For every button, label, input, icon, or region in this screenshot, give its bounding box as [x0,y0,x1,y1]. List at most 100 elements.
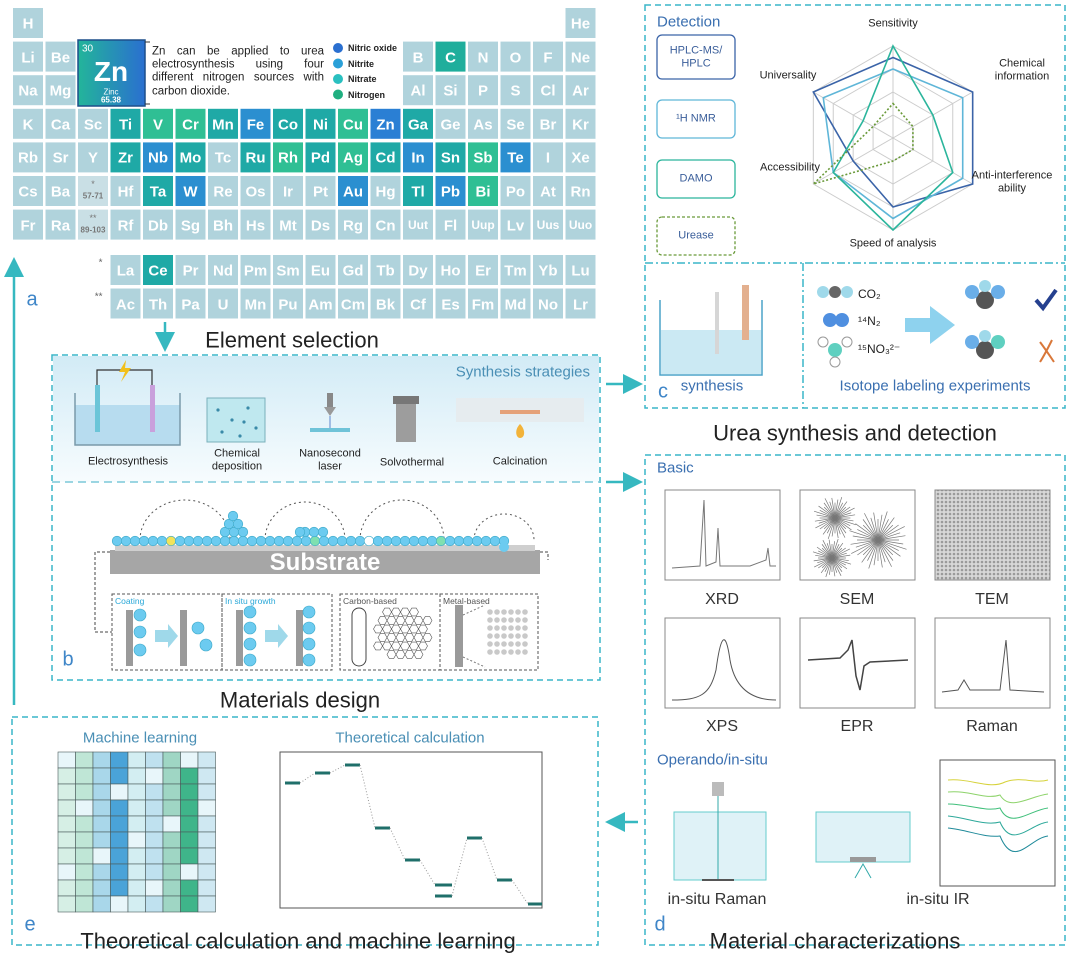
element-cell [175,108,206,139]
heat-cell [127,767,146,785]
heat-cell [180,751,199,769]
heat-cell [197,831,216,849]
element-symbol: Cf [410,295,426,313]
element-symbol: Ta [149,183,167,201]
element-cell [240,288,271,319]
sem-spike [831,557,838,573]
hexagon [413,633,424,642]
sem-spike [873,512,879,541]
sem-spike [877,539,883,568]
sem-spike [831,547,846,559]
particle [192,535,204,547]
sem-spike [862,519,879,541]
element-symbol: Na [18,82,38,100]
sem-spike [825,557,833,578]
heat-cell [180,863,199,881]
element-symbol: He [570,15,591,33]
sem-spike [831,557,849,562]
element-symbol: Cr [182,116,199,134]
catalyst-layer [110,550,540,574]
sub-panel-art [296,610,303,666]
element-symbol: Sr [52,149,69,167]
characterization-box [947,791,1049,804]
element-symbol: Ca [50,116,71,134]
element-symbol: Be [50,48,71,66]
heat-cell [92,831,111,849]
heat-cell [180,767,199,785]
element-symbol: La [116,262,135,280]
sem-spike [834,517,841,535]
sub-panel-label: Carbon-based [343,596,397,607]
particle [227,510,239,522]
element-cell [45,41,76,72]
heat-cell [75,863,94,881]
sem-spike [834,517,857,526]
element-symbol: Sm [276,262,300,280]
axis-label: Universality [759,69,817,82]
heat-cell [75,831,94,849]
heat-cell [57,799,76,817]
technique-label: in-situ IR [906,890,970,908]
hexagon [391,624,401,634]
hexagon [418,641,428,651]
sem-spike [823,517,836,530]
heat-cell [145,815,164,833]
element-cell [533,209,563,240]
element-symbol: Co [278,116,298,134]
hexagon [386,650,397,659]
heat-cell [127,831,146,849]
sem-spike [831,557,848,570]
sem-spike [818,517,836,524]
heat-cell [92,847,111,865]
heat-cell [110,847,129,865]
method-button [656,34,736,80]
element-symbol: Er [475,262,491,280]
heat-cell [110,831,129,849]
particle [308,526,320,538]
series-marker: ** [94,290,103,302]
hexagon [382,624,392,634]
isotope-art [817,336,829,348]
theory-box [11,716,599,946]
particle [354,535,366,547]
sub-panel-label: Coating [115,596,145,607]
element-cell [208,255,238,285]
element-symbol: Hf [117,183,134,201]
isotope-art [817,286,829,298]
element-cell [533,75,563,106]
axis-label: Sensitivity [868,17,918,30]
element-symbol: Br [539,116,557,134]
isotope-art [905,306,955,344]
element-symbol: Tb [376,262,395,280]
heat-cell [75,895,94,913]
element-symbol: Th [148,295,168,313]
panel-label: c [658,380,668,403]
atom [508,609,514,615]
particle [255,535,267,547]
particle [264,535,276,547]
technique-label: Raman [966,717,1018,735]
element-cell [45,209,76,240]
caption: Urea synthesis and detection [713,420,997,446]
deposition-icon [206,397,266,443]
sem-spike [877,526,905,541]
characterization-box [850,857,876,862]
sem-spike [831,554,851,559]
isotope-label: CO₂ [858,287,881,302]
element-symbol: Pd [310,149,331,167]
characterization-box [947,827,1049,852]
laser-icon [324,407,336,416]
element-cell [13,41,43,72]
element-symbol: K [22,116,34,134]
particle [156,535,168,547]
series-range: 57-71 [82,191,104,201]
element-cell [13,176,43,206]
heat-cell [57,863,76,881]
sem-spike [834,496,843,519]
characterization-box [807,639,909,691]
element-symbol: Fr [20,216,36,234]
element-cell [500,142,531,173]
sem-spike [826,517,836,534]
element-symbol: Si [443,82,458,100]
element-cell [110,255,141,285]
